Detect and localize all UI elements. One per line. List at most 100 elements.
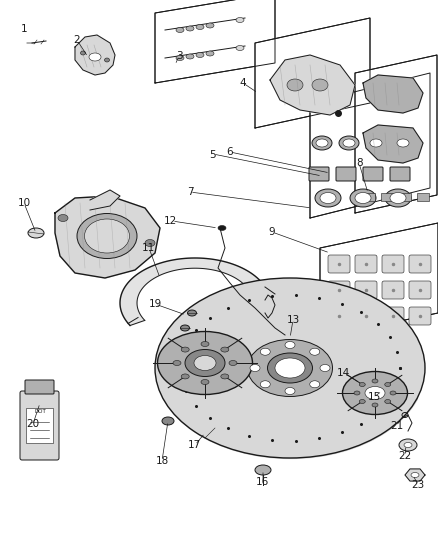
FancyBboxPatch shape [328, 307, 350, 325]
Ellipse shape [316, 139, 328, 147]
Ellipse shape [186, 26, 194, 31]
Polygon shape [120, 258, 263, 326]
Polygon shape [55, 196, 160, 278]
Ellipse shape [285, 387, 295, 394]
Ellipse shape [310, 381, 320, 388]
Ellipse shape [158, 332, 252, 394]
Ellipse shape [372, 379, 378, 383]
Text: 17: 17 [188, 440, 201, 450]
Ellipse shape [359, 400, 365, 403]
Ellipse shape [218, 225, 226, 230]
Polygon shape [355, 55, 437, 213]
Ellipse shape [247, 340, 332, 397]
Text: 8: 8 [356, 158, 363, 167]
Text: 7: 7 [187, 187, 194, 197]
Ellipse shape [229, 360, 237, 366]
Text: 23: 23 [412, 480, 425, 490]
Ellipse shape [181, 347, 189, 352]
FancyBboxPatch shape [409, 255, 431, 273]
Bar [417, 193, 429, 201]
Ellipse shape [162, 417, 174, 425]
Ellipse shape [268, 353, 312, 383]
Text: 21: 21 [390, 422, 403, 431]
FancyBboxPatch shape [328, 255, 350, 273]
Ellipse shape [28, 228, 44, 238]
Ellipse shape [312, 79, 328, 91]
Ellipse shape [206, 23, 214, 28]
Ellipse shape [287, 79, 303, 91]
Ellipse shape [185, 350, 225, 376]
Ellipse shape [399, 439, 417, 451]
Ellipse shape [255, 465, 271, 475]
Ellipse shape [194, 356, 216, 370]
Ellipse shape [85, 219, 130, 253]
Polygon shape [255, 18, 370, 128]
Ellipse shape [186, 54, 194, 59]
Polygon shape [75, 35, 115, 75]
Ellipse shape [201, 379, 209, 384]
FancyBboxPatch shape [363, 167, 383, 181]
Text: 1: 1 [21, 25, 28, 34]
Text: 5: 5 [209, 150, 216, 159]
FancyBboxPatch shape [26, 408, 53, 443]
Text: 22: 22 [399, 451, 412, 461]
Ellipse shape [385, 400, 391, 403]
FancyBboxPatch shape [409, 307, 431, 325]
Ellipse shape [196, 52, 204, 58]
Polygon shape [363, 75, 423, 113]
Ellipse shape [221, 374, 229, 379]
Ellipse shape [236, 45, 244, 51]
FancyBboxPatch shape [355, 307, 377, 325]
Ellipse shape [411, 472, 419, 478]
Ellipse shape [275, 358, 305, 378]
Ellipse shape [145, 239, 155, 246]
FancyBboxPatch shape [382, 255, 404, 273]
Text: 9: 9 [268, 227, 275, 237]
FancyBboxPatch shape [25, 380, 54, 394]
Ellipse shape [155, 278, 425, 458]
FancyBboxPatch shape [336, 167, 356, 181]
Ellipse shape [343, 372, 407, 415]
Text: 3: 3 [176, 51, 183, 61]
Ellipse shape [385, 189, 411, 207]
Ellipse shape [81, 51, 85, 55]
Ellipse shape [176, 55, 184, 61]
Ellipse shape [370, 139, 382, 147]
Ellipse shape [285, 342, 295, 349]
Text: 13: 13 [287, 315, 300, 325]
FancyBboxPatch shape [390, 167, 410, 181]
Ellipse shape [343, 139, 355, 147]
Ellipse shape [173, 360, 181, 366]
Ellipse shape [359, 383, 365, 386]
Ellipse shape [260, 381, 270, 388]
Text: 2: 2 [73, 35, 80, 45]
FancyBboxPatch shape [409, 281, 431, 299]
Text: 20: 20 [26, 419, 39, 429]
Text: 16: 16 [256, 478, 269, 487]
Text: 12: 12 [164, 216, 177, 226]
Bar [381, 193, 393, 201]
FancyBboxPatch shape [20, 391, 59, 460]
Text: 14: 14 [337, 368, 350, 378]
Ellipse shape [320, 192, 336, 204]
Ellipse shape [366, 136, 386, 150]
Ellipse shape [181, 374, 189, 379]
Text: 10: 10 [18, 198, 31, 207]
Ellipse shape [339, 136, 359, 150]
FancyBboxPatch shape [328, 281, 350, 299]
Ellipse shape [250, 365, 260, 372]
Ellipse shape [221, 347, 229, 352]
Polygon shape [320, 223, 438, 338]
FancyBboxPatch shape [355, 255, 377, 273]
Ellipse shape [201, 342, 209, 346]
Ellipse shape [355, 192, 371, 204]
Ellipse shape [206, 51, 214, 56]
Text: DOT: DOT [35, 409, 46, 414]
Polygon shape [270, 55, 355, 115]
Ellipse shape [390, 391, 396, 395]
Ellipse shape [180, 325, 190, 331]
Bar [363, 193, 375, 201]
Polygon shape [405, 469, 425, 481]
Ellipse shape [196, 25, 204, 29]
Ellipse shape [77, 214, 137, 259]
